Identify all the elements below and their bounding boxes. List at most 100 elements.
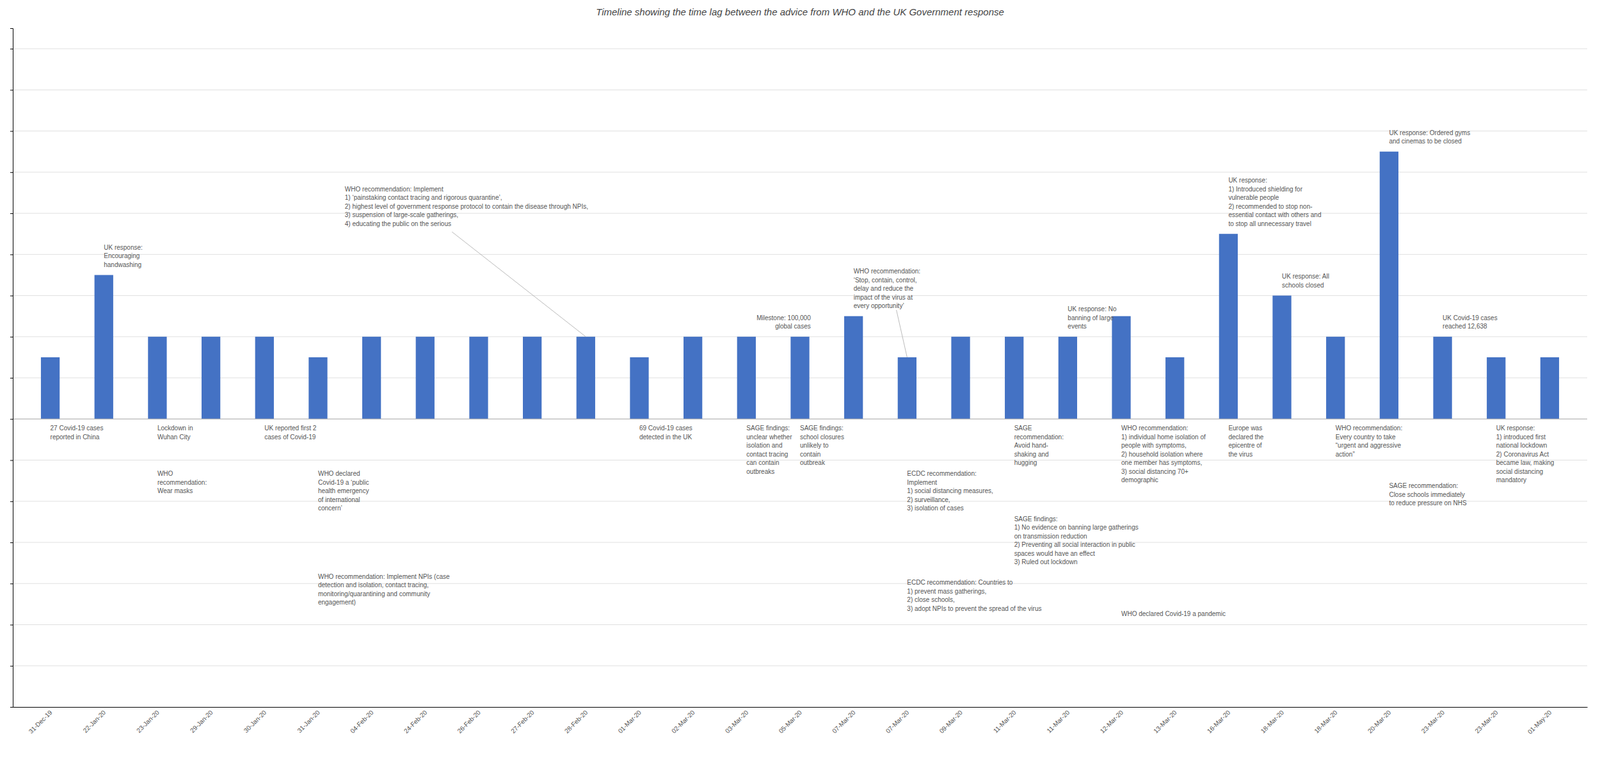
grid-line bbox=[12, 418, 1588, 420]
annotation-line: Europe was bbox=[1228, 424, 1263, 432]
annotation-line: detection and isolation, contact tracing… bbox=[318, 581, 429, 589]
tick-label: 07-Mar-20 bbox=[830, 708, 857, 735]
annotation-line: SAGE findings: bbox=[800, 424, 844, 432]
annotation: UK response: Allschools closed bbox=[1281, 272, 1330, 289]
x-tick: 28-Feb-20 bbox=[563, 706, 590, 735]
annotation-line: UK reported first 2 bbox=[264, 424, 317, 432]
annotation: Europe wasdeclared theepicentre ofthe vi… bbox=[1228, 424, 1264, 458]
annotation-line: 69 Covid-19 cases bbox=[639, 424, 693, 432]
tick-mark bbox=[10, 213, 13, 214]
tick-label: 07-Mar-20 bbox=[884, 708, 911, 735]
y-tick bbox=[10, 254, 13, 255]
tick-mark bbox=[10, 336, 13, 338]
annotation-line: recommendation: bbox=[1014, 433, 1064, 441]
annotations: UK response:EncouraginghandwashingWHO re… bbox=[50, 129, 1555, 617]
annotation-line: 1) prevent mass gatherings, bbox=[906, 587, 987, 595]
annotation-line: 3) social distancing 70+ bbox=[1121, 467, 1189, 475]
annotation: UK response: Ordered gymsand cinemas to … bbox=[1388, 129, 1471, 146]
bar bbox=[790, 336, 809, 419]
annotation-line: outbreaks bbox=[746, 467, 775, 475]
bar bbox=[683, 336, 703, 419]
annotation-line: school closures bbox=[800, 433, 845, 441]
tick-label: 04-Feb-20 bbox=[348, 708, 376, 735]
annotation: Lockdown inWuhan City bbox=[157, 424, 194, 441]
annotation-line: WHO declared bbox=[318, 469, 361, 477]
x-tick: 24-Feb-20 bbox=[402, 706, 429, 735]
annotation-line: 1) Introduced shielding for bbox=[1228, 185, 1303, 193]
annotation: UK response:1) Introduced shielding forv… bbox=[1228, 176, 1321, 228]
bar bbox=[201, 336, 221, 419]
annotation-line: UK response: All bbox=[1281, 272, 1330, 280]
annotation: SAGE recommendation:Close schools immedi… bbox=[1388, 481, 1467, 507]
baseline bbox=[12, 418, 1588, 420]
leader-line bbox=[451, 231, 586, 337]
annotation: WHO recommendation: Implement1) ‘painsta… bbox=[344, 185, 589, 228]
annotation-line: Milestone: 100,000 bbox=[756, 314, 811, 322]
bar bbox=[1540, 357, 1560, 419]
bar bbox=[416, 336, 435, 419]
annotation-line: to reduce pressure on NHS bbox=[1388, 499, 1467, 507]
grid-line bbox=[12, 254, 1588, 255]
tick-mark bbox=[10, 624, 13, 626]
grid-line bbox=[12, 48, 1588, 50]
annotation: 69 Covid-19 casesdetected in the UK bbox=[639, 424, 693, 441]
grid-line bbox=[12, 89, 1588, 91]
annotation: Milestone: 100,000global cases bbox=[756, 314, 811, 331]
annotation-line: WHO recommendation: bbox=[853, 267, 921, 275]
grid-line bbox=[12, 171, 1588, 173]
annotation: UK response:1) introduced firstnational … bbox=[1496, 424, 1555, 484]
bar bbox=[629, 357, 649, 419]
annotation-line: recommendation: bbox=[157, 478, 207, 486]
bar bbox=[1432, 336, 1452, 419]
y-tick bbox=[10, 336, 13, 338]
y-tick bbox=[10, 172, 13, 173]
tick-mark bbox=[10, 131, 13, 132]
x-tick: 18-Mar-20 bbox=[1259, 706, 1286, 735]
tick-label: 26-Feb-20 bbox=[456, 708, 483, 735]
annotation-line: WHO declared Covid-19 a pandemic bbox=[1121, 609, 1226, 617]
grid bbox=[12, 48, 1588, 666]
annotation-line: concern’ bbox=[318, 504, 343, 512]
annotation-line: 1) social distancing measures, bbox=[906, 487, 994, 495]
axis-line bbox=[10, 28, 14, 708]
annotation-line: 3) isolation of cases bbox=[906, 504, 964, 512]
tick-mark bbox=[10, 172, 13, 173]
x-tick: 23-Jan-20 bbox=[135, 706, 161, 734]
x-tick: 18-Mar-20 bbox=[1312, 706, 1339, 735]
bar bbox=[522, 336, 542, 419]
y-tick bbox=[10, 583, 13, 584]
leader-lines bbox=[451, 231, 907, 358]
tick-mark bbox=[10, 254, 13, 255]
tick-mark bbox=[10, 295, 13, 297]
annotation: ECDC recommendation: Countries to1) prev… bbox=[906, 578, 1042, 612]
annotation-line: hugging bbox=[1014, 458, 1038, 466]
tick-label: 23-Jan-20 bbox=[135, 708, 161, 735]
bar bbox=[737, 336, 756, 419]
annotation: WHO recommendation:‘Stop, contain, contr… bbox=[853, 267, 921, 310]
tick-label: 16-Mar-20 bbox=[1205, 708, 1232, 735]
annotation-line: 2) highest level of government response … bbox=[344, 202, 589, 210]
annotation-line: spaces would have an effect bbox=[1014, 549, 1096, 557]
axis-line bbox=[13, 706, 1588, 708]
annotation-line: SAGE findings: bbox=[746, 424, 790, 432]
x-tick: 01-May-20 bbox=[1526, 706, 1554, 735]
x-tick: 12-Mar-20 bbox=[1098, 706, 1126, 735]
annotation-line: impact of the virus at bbox=[853, 293, 913, 301]
grid-line bbox=[12, 213, 1588, 214]
annotation: SAGErecommendation:Avoid hand-shaking an… bbox=[1014, 424, 1064, 466]
annotation-line: 1) No evidence on banning large gatherin… bbox=[1014, 523, 1139, 531]
x-tick: 22-Jan-20 bbox=[81, 706, 108, 734]
grid-line bbox=[12, 130, 1588, 132]
bar bbox=[147, 336, 167, 419]
annotation-line: of international bbox=[318, 496, 361, 504]
annotation-line: Every country to take bbox=[1335, 433, 1396, 441]
x-tick: 04-Feb-20 bbox=[348, 706, 376, 735]
bar bbox=[255, 336, 274, 419]
annotation-line: Lockdown in bbox=[157, 424, 194, 432]
annotation-line: reported in China bbox=[50, 433, 100, 441]
annotation-line: handwashing bbox=[103, 261, 142, 269]
annotation-line: ECDC recommendation: bbox=[906, 469, 976, 477]
grid-line bbox=[12, 295, 1588, 296]
annotation-line: every opportunity’ bbox=[853, 302, 905, 310]
annotation-line: social distancing bbox=[1496, 467, 1544, 475]
